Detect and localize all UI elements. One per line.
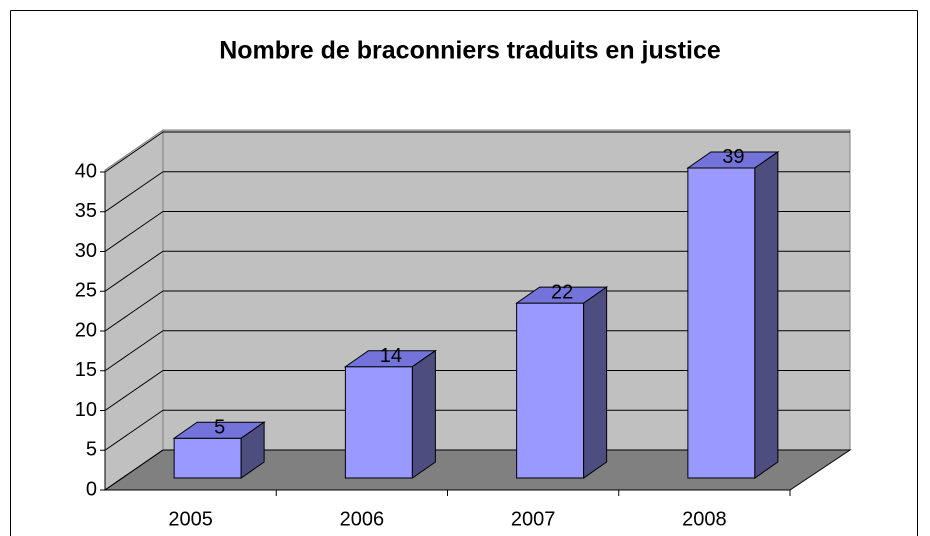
bar: [687, 167, 756, 479]
grid-line: [104, 370, 164, 411]
grid-line: [104, 171, 164, 213]
bar-side: [240, 421, 265, 479]
y-tick-label: 20: [75, 319, 97, 341]
bar: [516, 302, 585, 479]
grid-line: [104, 211, 164, 252]
chart-title: Nombre de braconniers traduits en justic…: [219, 37, 721, 65]
side-wall: [104, 129, 164, 491]
bar: [344, 366, 413, 479]
grid-line: [104, 409, 164, 451]
x-tick-label: 2007: [511, 508, 556, 530]
y-tick-label: 40: [75, 160, 97, 182]
value-label: 22: [551, 281, 573, 303]
y-tick-label: 10: [75, 399, 97, 421]
bar-side: [411, 349, 436, 479]
y-tick-label: 25: [75, 280, 97, 302]
value-label: 5: [214, 417, 225, 439]
value-label: 39: [722, 146, 744, 168]
y-tick-label: 0: [86, 478, 97, 500]
grid-line: [104, 330, 164, 372]
bar-side: [754, 150, 779, 479]
y-tick-label: 30: [75, 240, 97, 262]
grid-line: [104, 131, 164, 173]
x-tick-label: 2008: [682, 508, 727, 530]
grid-line: [104, 449, 164, 491]
grid-line: [104, 250, 164, 292]
bar-side: [583, 286, 608, 479]
y-tick-label: 35: [75, 200, 97, 222]
x-tick-label: 2005: [168, 508, 213, 530]
y-tick-label: 15: [75, 359, 97, 381]
x-tick-label: 2006: [340, 508, 385, 530]
bar: [173, 437, 242, 479]
grid-line: [104, 290, 164, 332]
y-tick-label: 5: [86, 439, 97, 461]
value-label: 14: [380, 345, 402, 367]
